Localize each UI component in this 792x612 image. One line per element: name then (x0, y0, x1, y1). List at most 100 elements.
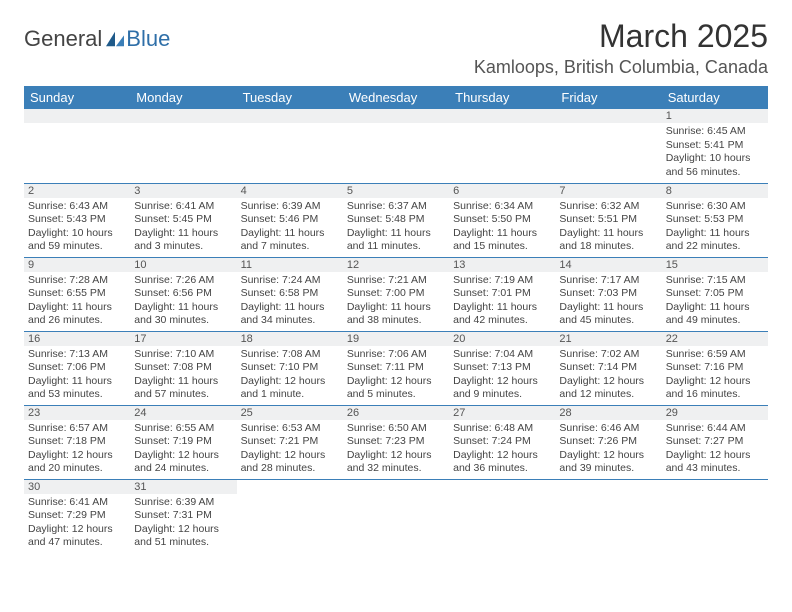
daylight-line: Daylight: 11 hours and 15 minutes. (453, 227, 551, 254)
day-details: Sunrise: 7:28 AMSunset: 6:55 PMDaylight:… (24, 272, 130, 331)
sunrise-line: Sunrise: 7:13 AM (28, 348, 126, 362)
calendar-empty-cell (555, 109, 661, 183)
calendar-day-cell: 10Sunrise: 7:26 AMSunset: 6:56 PMDayligh… (130, 257, 236, 331)
sunset-line: Sunset: 5:51 PM (559, 213, 657, 227)
day-details: Sunrise: 6:39 AMSunset: 5:46 PMDaylight:… (237, 198, 343, 257)
sunset-line: Sunset: 7:08 PM (134, 361, 232, 375)
calendar-day-cell: 25Sunrise: 6:53 AMSunset: 7:21 PMDayligh… (237, 405, 343, 479)
sunset-line: Sunset: 7:13 PM (453, 361, 551, 375)
sunrise-line: Sunrise: 7:17 AM (559, 274, 657, 288)
calendar-day-cell: 8Sunrise: 6:30 AMSunset: 5:53 PMDaylight… (662, 183, 768, 257)
sunset-line: Sunset: 6:56 PM (134, 287, 232, 301)
day-details: Sunrise: 7:13 AMSunset: 7:06 PMDaylight:… (24, 346, 130, 405)
daylight-line: Daylight: 12 hours and 32 minutes. (347, 449, 445, 476)
sunrise-line: Sunrise: 6:30 AM (666, 200, 764, 214)
sunrise-line: Sunrise: 6:39 AM (134, 496, 232, 510)
day-details: Sunrise: 6:50 AMSunset: 7:23 PMDaylight:… (343, 420, 449, 479)
day-number: 6 (449, 184, 555, 198)
day-number: 15 (662, 258, 768, 272)
daylight-line: Daylight: 12 hours and 5 minutes. (347, 375, 445, 402)
sunset-line: Sunset: 7:14 PM (559, 361, 657, 375)
day-number: 7 (555, 184, 661, 198)
sunset-line: Sunset: 7:01 PM (453, 287, 551, 301)
title-block: March 2025 Kamloops, British Columbia, C… (474, 18, 768, 78)
daylight-line: Daylight: 12 hours and 39 minutes. (559, 449, 657, 476)
sunset-line: Sunset: 7:23 PM (347, 435, 445, 449)
day-number: 16 (24, 332, 130, 346)
weekday-header-cell: Friday (555, 86, 661, 109)
weekday-header-cell: Tuesday (237, 86, 343, 109)
day-details: Sunrise: 6:44 AMSunset: 7:27 PMDaylight:… (662, 420, 768, 479)
sunrise-line: Sunrise: 6:48 AM (453, 422, 551, 436)
calendar-day-cell: 24Sunrise: 6:55 AMSunset: 7:19 PMDayligh… (130, 405, 236, 479)
day-number: 4 (237, 184, 343, 198)
day-details: Sunrise: 6:46 AMSunset: 7:26 PMDaylight:… (555, 420, 661, 479)
day-number: 11 (237, 258, 343, 272)
sunrise-line: Sunrise: 6:43 AM (28, 200, 126, 214)
sunset-line: Sunset: 7:29 PM (28, 509, 126, 523)
daylight-line: Daylight: 11 hours and 57 minutes. (134, 375, 232, 402)
calendar-day-cell: 31Sunrise: 6:39 AMSunset: 7:31 PMDayligh… (130, 479, 236, 553)
calendar-week-row: 16Sunrise: 7:13 AMSunset: 7:06 PMDayligh… (24, 331, 768, 405)
calendar-week-row: 1Sunrise: 6:45 AMSunset: 5:41 PMDaylight… (24, 109, 768, 183)
calendar-empty-cell (449, 109, 555, 183)
daylight-line: Daylight: 11 hours and 18 minutes. (559, 227, 657, 254)
sunrise-line: Sunrise: 6:50 AM (347, 422, 445, 436)
calendar-day-cell: 16Sunrise: 7:13 AMSunset: 7:06 PMDayligh… (24, 331, 130, 405)
day-details: Sunrise: 6:53 AMSunset: 7:21 PMDaylight:… (237, 420, 343, 479)
daylight-line: Daylight: 11 hours and 53 minutes. (28, 375, 126, 402)
day-number: 8 (662, 184, 768, 198)
logo-sail-icon (104, 30, 126, 48)
sunrise-line: Sunrise: 6:41 AM (134, 200, 232, 214)
day-details: Sunrise: 7:15 AMSunset: 7:05 PMDaylight:… (662, 272, 768, 331)
sunrise-line: Sunrise: 7:02 AM (559, 348, 657, 362)
sunrise-line: Sunrise: 7:04 AM (453, 348, 551, 362)
calendar-empty-cell (343, 109, 449, 183)
sunset-line: Sunset: 5:48 PM (347, 213, 445, 227)
sunrise-line: Sunrise: 7:26 AM (134, 274, 232, 288)
daylight-line: Daylight: 12 hours and 43 minutes. (666, 449, 764, 476)
calendar-weekday-header: SundayMondayTuesdayWednesdayThursdayFrid… (24, 86, 768, 109)
day-number: 17 (130, 332, 236, 346)
day-details: Sunrise: 6:30 AMSunset: 5:53 PMDaylight:… (662, 198, 768, 257)
sunset-line: Sunset: 5:53 PM (666, 213, 764, 227)
day-number: 3 (130, 184, 236, 198)
calendar-day-cell: 11Sunrise: 7:24 AMSunset: 6:58 PMDayligh… (237, 257, 343, 331)
daylight-line: Daylight: 11 hours and 38 minutes. (347, 301, 445, 328)
daylight-line: Daylight: 12 hours and 51 minutes. (134, 523, 232, 550)
calendar-week-row: 2Sunrise: 6:43 AMSunset: 5:43 PMDaylight… (24, 183, 768, 257)
sunset-line: Sunset: 5:41 PM (666, 139, 764, 153)
day-details: Sunrise: 7:17 AMSunset: 7:03 PMDaylight:… (555, 272, 661, 331)
sunset-line: Sunset: 7:10 PM (241, 361, 339, 375)
calendar-day-cell: 4Sunrise: 6:39 AMSunset: 5:46 PMDaylight… (237, 183, 343, 257)
calendar-empty-cell (555, 479, 661, 553)
calendar-day-cell: 27Sunrise: 6:48 AMSunset: 7:24 PMDayligh… (449, 405, 555, 479)
sunrise-line: Sunrise: 6:41 AM (28, 496, 126, 510)
sunset-line: Sunset: 7:27 PM (666, 435, 764, 449)
sunset-line: Sunset: 5:46 PM (241, 213, 339, 227)
sunrise-line: Sunrise: 7:21 AM (347, 274, 445, 288)
calendar-day-cell: 29Sunrise: 6:44 AMSunset: 7:27 PMDayligh… (662, 405, 768, 479)
day-number: 29 (662, 406, 768, 420)
daylight-line: Daylight: 11 hours and 42 minutes. (453, 301, 551, 328)
calendar-day-cell: 15Sunrise: 7:15 AMSunset: 7:05 PMDayligh… (662, 257, 768, 331)
calendar-body: 1Sunrise: 6:45 AMSunset: 5:41 PMDaylight… (24, 109, 768, 553)
sunset-line: Sunset: 6:58 PM (241, 287, 339, 301)
sunrise-line: Sunrise: 7:15 AM (666, 274, 764, 288)
calendar-empty-cell (449, 479, 555, 553)
day-number: 1 (662, 109, 768, 123)
sunrise-line: Sunrise: 7:19 AM (453, 274, 551, 288)
sunrise-line: Sunrise: 6:44 AM (666, 422, 764, 436)
weekday-header-cell: Saturday (662, 86, 768, 109)
day-details: Sunrise: 7:08 AMSunset: 7:10 PMDaylight:… (237, 346, 343, 405)
sunset-line: Sunset: 6:55 PM (28, 287, 126, 301)
month-title: March 2025 (474, 18, 768, 55)
day-number: 22 (662, 332, 768, 346)
sunrise-line: Sunrise: 6:37 AM (347, 200, 445, 214)
daylight-line: Daylight: 12 hours and 9 minutes. (453, 375, 551, 402)
day-number: 14 (555, 258, 661, 272)
calendar-day-cell: 2Sunrise: 6:43 AMSunset: 5:43 PMDaylight… (24, 183, 130, 257)
sunrise-line: Sunrise: 6:32 AM (559, 200, 657, 214)
daylight-line: Daylight: 11 hours and 26 minutes. (28, 301, 126, 328)
day-details: Sunrise: 7:19 AMSunset: 7:01 PMDaylight:… (449, 272, 555, 331)
